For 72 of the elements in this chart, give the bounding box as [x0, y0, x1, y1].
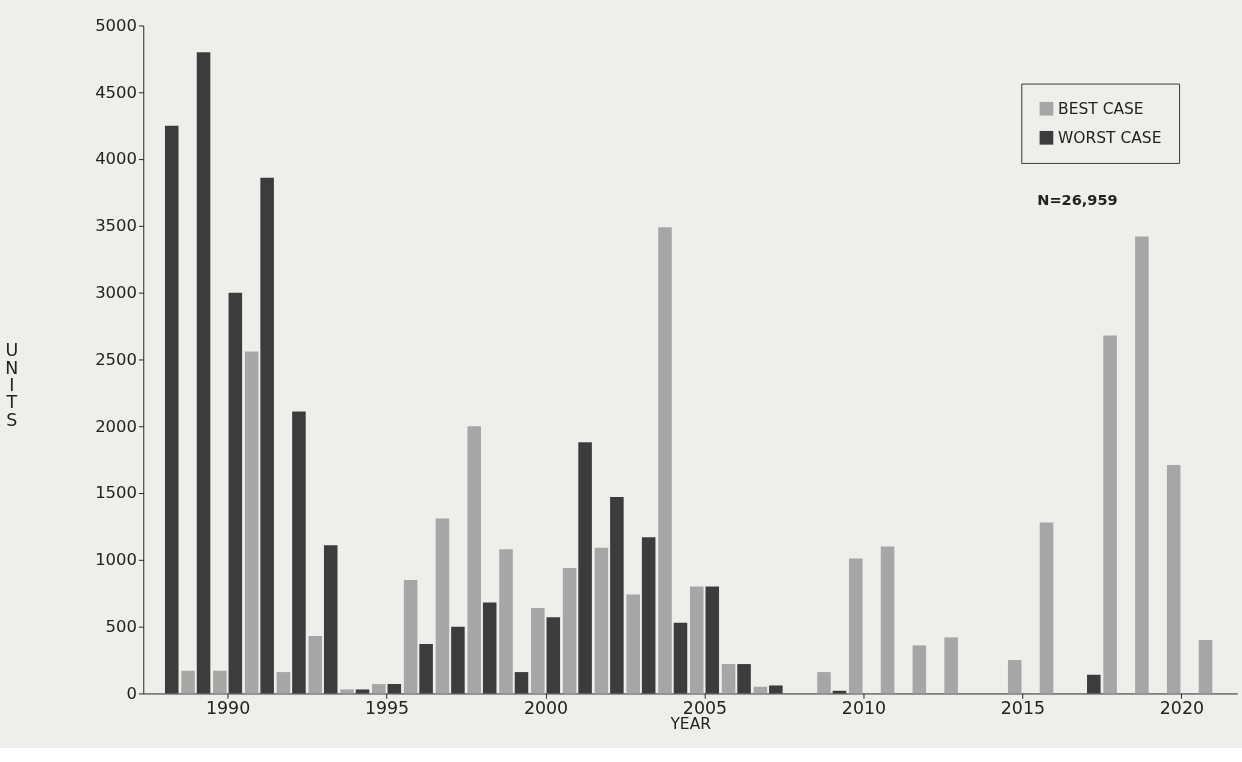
- y-tick-label: 1000: [95, 550, 137, 570]
- bar: [848, 558, 863, 694]
- bar: [641, 537, 656, 694]
- bar: [181, 670, 195, 694]
- bar: [737, 664, 751, 694]
- bar: [323, 545, 338, 694]
- x-tick-label: 2010: [841, 698, 887, 719]
- bar: [499, 549, 513, 694]
- y-tick-label: 4000: [95, 149, 137, 169]
- bar: [467, 426, 481, 694]
- bar: [340, 689, 354, 694]
- bar: [451, 626, 465, 694]
- y-axis-title: UNITS: [5, 340, 19, 430]
- bar: [403, 579, 418, 694]
- y-tick-label: 4500: [95, 82, 137, 102]
- bar: [514, 672, 529, 694]
- bar: [1039, 522, 1054, 694]
- bar: [372, 684, 386, 694]
- legend-label: WORST CASE: [1058, 128, 1162, 147]
- bar: [769, 685, 783, 694]
- bar: [276, 672, 291, 694]
- bar: [1007, 660, 1022, 694]
- bar: [546, 617, 561, 694]
- bar: [435, 518, 450, 694]
- annotation: N=26,959: [1037, 191, 1118, 208]
- bar: [705, 586, 720, 694]
- bar: [562, 567, 577, 694]
- bar: [610, 497, 624, 694]
- bar: [912, 645, 927, 694]
- bar: [292, 411, 306, 694]
- y-tick-label: 2500: [95, 349, 137, 369]
- bar: [308, 636, 323, 694]
- bar: [721, 664, 736, 694]
- bar: [817, 672, 831, 694]
- bar: [1166, 465, 1181, 694]
- bar: [419, 644, 433, 694]
- x-tick-label: 2000: [523, 698, 569, 719]
- x-tick-label: 1995: [364, 698, 410, 719]
- bar: [626, 594, 640, 694]
- bar: [387, 684, 402, 694]
- bar: [260, 177, 274, 694]
- x-tick-label: 1990: [205, 698, 251, 719]
- bar: [213, 670, 227, 694]
- y-tick-label: 500: [105, 616, 137, 636]
- bar: [1135, 236, 1149, 694]
- x-tick-label: 2015: [1000, 698, 1046, 719]
- bar: [244, 351, 259, 694]
- bar: [1087, 674, 1101, 694]
- bar: [944, 637, 958, 694]
- bar: [1198, 640, 1213, 694]
- bar: [658, 227, 672, 694]
- bar: [228, 292, 243, 694]
- bar: [673, 622, 688, 694]
- x-tick-label: 2020: [1159, 698, 1205, 719]
- bar: [880, 546, 895, 694]
- bar: [594, 547, 609, 694]
- y-tick-label: 5000: [95, 15, 137, 35]
- y-tick-label: 2000: [95, 416, 137, 436]
- bar: [1103, 335, 1117, 694]
- y-tick-label: 0: [126, 683, 137, 703]
- bar: [531, 607, 545, 694]
- y-tick-label: 3500: [95, 216, 137, 236]
- y-tick-label: 3000: [95, 283, 137, 303]
- bar: [482, 602, 497, 694]
- bar: [690, 586, 704, 694]
- bar: [355, 689, 370, 694]
- legend-label: BEST CASE: [1058, 99, 1144, 118]
- bar: [578, 442, 592, 694]
- bar: [164, 125, 179, 694]
- y-tick-label: 1500: [95, 483, 137, 503]
- bar: [196, 52, 211, 694]
- x-axis-title: YEAR: [669, 714, 712, 733]
